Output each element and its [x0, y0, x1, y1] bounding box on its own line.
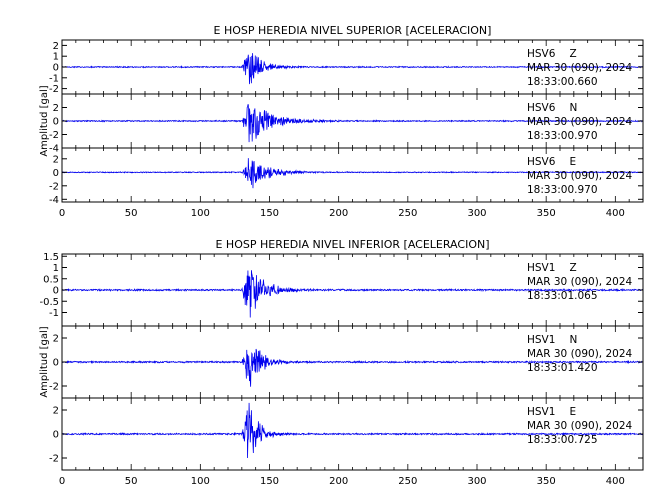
record-time: 18:33:00.725	[527, 434, 598, 446]
x-tick-label: 50	[125, 208, 138, 219]
y-tick-label: -0.5	[39, 297, 59, 308]
y-tick-label: -2	[49, 382, 59, 393]
component-code: N	[569, 334, 577, 346]
x-tick-label: 300	[467, 208, 486, 219]
x-tick-label: 250	[398, 476, 417, 487]
x-tick-label: 0	[59, 476, 65, 487]
record-date: MAR 30 (090), 2024	[527, 276, 633, 288]
record-date: MAR 30 (090), 2024	[527, 62, 633, 74]
panel-hsv1-n: 2 0 -2 HSV1 N MAR 30 (090), 2024 18:33:01.420	[49, 325, 644, 399]
x-tick-label: 350	[537, 208, 556, 219]
record-time: 18:33:01.065	[527, 290, 598, 302]
panel-hsv6-n: 2 0 -2 -4 HSV6 N MAR 30 (090), 2024 18:33:00.97…	[49, 93, 644, 155]
chart-nivel-superior: E HOSP HEREDIA NIVEL SUPERIOR [ACELERACI…	[39, 24, 644, 219]
y-axis-label: Amplitud [gal]	[39, 85, 50, 156]
station-code: HSV1	[527, 262, 555, 274]
y-tick-label: 0	[53, 63, 59, 74]
station-label: HSV1 N	[527, 334, 577, 346]
panel-hsv1-e: 2 0 -2 HSV1 E MAR 30 (090), 2024 18:33:00.725	[49, 397, 644, 471]
station-code: HSV1	[527, 406, 555, 418]
station-label: HSV6 Z	[527, 48, 577, 60]
y-tick-label: 1	[53, 263, 59, 274]
y-tick-label: 2	[53, 41, 59, 52]
x-tick-label: 150	[260, 476, 279, 487]
station-code: HSV6	[527, 48, 556, 60]
x-tick-label: 300	[467, 476, 486, 487]
x-tick-label: 0	[59, 208, 65, 219]
station-label: HSV1 E	[527, 406, 576, 418]
x-tick-label: 150	[260, 208, 279, 219]
station-code: HSV1	[527, 334, 555, 346]
seismic-trace	[62, 402, 643, 459]
seismic-trace	[62, 270, 643, 318]
record-time: 18:33:00.660	[527, 76, 598, 88]
y-tick-label: -4	[49, 195, 59, 206]
station-code: HSV6	[527, 102, 556, 114]
panel-hsv6-e: 2 0 -2 -4 HSV6 E MAR 30 (090), 2024 18:33:00.97…	[49, 147, 644, 206]
y-tick-label: -2	[49, 454, 59, 465]
record-date: MAR 30 (090), 2024	[527, 420, 633, 432]
record-time: 18:33:01.420	[527, 362, 598, 374]
y-tick-label: 0	[53, 358, 59, 369]
x-tick-label: 200	[329, 476, 348, 487]
component-code: Z	[569, 48, 576, 60]
y-tick-label: 1	[53, 52, 59, 63]
x-tick-label: 200	[329, 208, 348, 219]
seismic-trace	[62, 53, 643, 85]
component-code: E	[569, 406, 576, 418]
panel-hsv1-z: 1.510.50-0.5-1 HSV1 Z MAR 30 (090), 2024 18:…	[39, 252, 644, 327]
record-date: MAR 30 (090), 2024	[527, 348, 633, 360]
record-time: 18:33:00.970	[527, 184, 598, 196]
x-tick-label: 100	[191, 208, 210, 219]
y-tick-label: 2	[53, 334, 59, 345]
station-label: HSV1 Z	[527, 262, 577, 274]
x-tick-label: 250	[398, 208, 417, 219]
y-tick-label: 0	[53, 168, 59, 179]
chart-nivel-inferior: E HOSP HEREDIA NIVEL INFERIOR [ACELERACI…	[39, 238, 644, 487]
y-tick-label: 2	[53, 406, 59, 417]
x-tick-label: 100	[191, 476, 210, 487]
component-code: N	[569, 102, 577, 114]
station-code: HSV6	[527, 156, 556, 168]
y-tick-label: -2	[49, 84, 59, 95]
y-axis-label: Amplitud [gal]	[39, 326, 50, 397]
x-tick-label: 350	[537, 476, 556, 487]
seismic-trace	[62, 158, 643, 189]
y-tick-label: 0	[53, 430, 59, 441]
panel-hsv6-z: 210-1-2 HSV6 Z MAR 30 (090), 2024 18:33:00.6…	[49, 39, 644, 95]
component-code: E	[569, 156, 576, 168]
y-tick-label: 0	[53, 117, 59, 128]
y-tick-label: -4	[49, 144, 59, 155]
x-tick-label: 400	[606, 476, 625, 487]
station-label: HSV6 E	[527, 156, 576, 168]
record-time: 18:33:00.970	[527, 130, 598, 142]
x-tick-label: 50	[125, 476, 138, 487]
y-tick-label: 0.5	[43, 274, 59, 285]
y-tick-label: -1	[49, 73, 59, 84]
y-tick-label: -2	[49, 130, 59, 141]
y-tick-label: -2	[49, 181, 59, 192]
station-label: HSV6 N	[527, 102, 577, 114]
record-date: MAR 30 (090), 2024	[527, 116, 633, 128]
y-tick-label: 2	[53, 103, 59, 114]
y-tick-label: 1.5	[43, 252, 59, 263]
chart-title: E HOSP HEREDIA NIVEL INFERIOR [ACELERACI…	[215, 238, 489, 251]
y-tick-label: 0	[53, 286, 59, 297]
record-date: MAR 30 (090), 2024	[527, 170, 633, 182]
y-tick-label: 2	[53, 154, 59, 165]
y-tick-label: -1	[49, 308, 59, 319]
chart-title: E HOSP HEREDIA NIVEL SUPERIOR [ACELERACI…	[214, 24, 492, 37]
x-tick-label: 400	[606, 208, 625, 219]
seismic-trace	[62, 348, 643, 387]
component-code: Z	[569, 262, 576, 274]
seismic-trace	[62, 104, 643, 143]
